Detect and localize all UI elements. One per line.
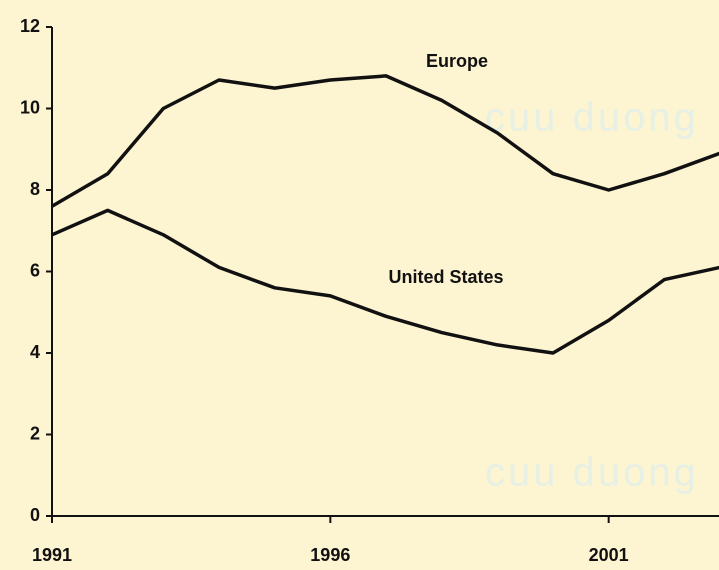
x-tick-label: 1991 xyxy=(32,545,72,565)
y-tick-label: 4 xyxy=(30,342,40,362)
series-label: Europe xyxy=(426,51,488,71)
y-tick-label: 8 xyxy=(30,179,40,199)
series-line xyxy=(51,208,719,355)
y-tick-label: 6 xyxy=(30,260,40,280)
x-tick-label: 2001 xyxy=(589,545,629,565)
watermark: cuu duong xyxy=(485,96,699,140)
y-tick-label: 12 xyxy=(20,16,40,36)
watermark: cuu duong xyxy=(485,451,699,495)
y-tick-label: 2 xyxy=(30,423,40,443)
y-tick-label: 10 xyxy=(20,97,40,117)
x-tick-label: 1996 xyxy=(310,545,350,565)
series-label: United States xyxy=(388,267,503,287)
series-line xyxy=(51,74,719,208)
y-tick-label: 0 xyxy=(30,505,40,525)
